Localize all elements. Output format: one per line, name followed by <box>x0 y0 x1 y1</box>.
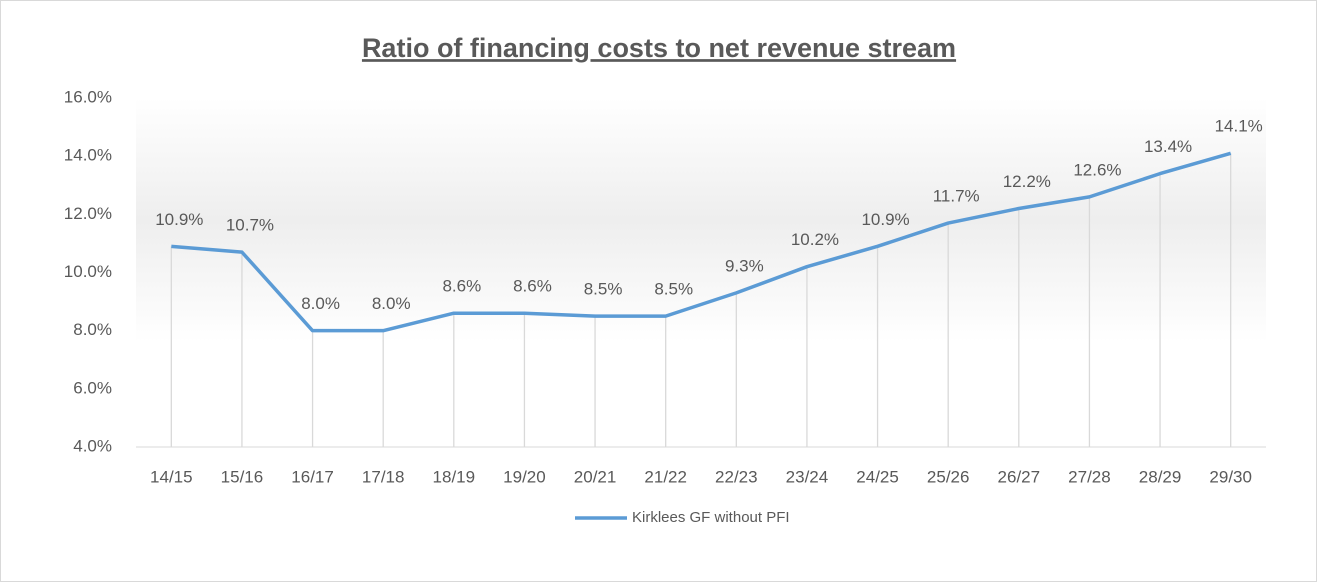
data-label: 13.4% <box>1144 137 1192 156</box>
series-line <box>171 151 1232 333</box>
x-tick-label: 17/18 <box>362 467 405 486</box>
x-tick-label: 21/22 <box>644 467 687 486</box>
x-tick-label: 23/24 <box>786 467 829 486</box>
data-label: 8.6% <box>442 277 481 296</box>
data-label: 12.6% <box>1073 160 1121 179</box>
x-tick-label: 27/28 <box>1068 467 1111 486</box>
data-label: 8.0% <box>301 294 340 313</box>
data-label: 8.0% <box>372 294 411 313</box>
x-tick-label: 20/21 <box>574 467 617 486</box>
data-label: 10.2% <box>791 230 839 249</box>
data-label: 10.9% <box>861 210 909 229</box>
x-tick-label: 18/19 <box>433 467 476 486</box>
plot-area <box>136 98 1266 447</box>
x-tick-label: 26/27 <box>998 467 1041 486</box>
x-tick-label: 22/23 <box>715 467 758 486</box>
chart-title: Ratio of financing costs to net revenue … <box>362 33 956 63</box>
data-label: 8.5% <box>584 280 623 299</box>
x-tick-label: 15/16 <box>221 467 264 486</box>
y-tick-label: 10.0% <box>64 262 112 281</box>
legend-label: Kirklees GF without PFI <box>632 509 790 526</box>
x-tick-label: 16/17 <box>291 467 334 486</box>
y-tick-label: 8.0% <box>73 320 112 339</box>
y-tick-label: 16.0% <box>64 87 112 106</box>
x-tick-label: 29/30 <box>1209 467 1252 486</box>
y-tick-label: 14.0% <box>64 146 112 165</box>
data-label: 11.7% <box>933 187 980 206</box>
y-tick-label: 6.0% <box>73 378 112 397</box>
data-label: 10.7% <box>226 216 274 235</box>
data-label: 10.9% <box>155 210 203 229</box>
y-tick-label: 12.0% <box>64 204 112 223</box>
x-tick-label: 25/26 <box>927 467 970 486</box>
data-label: 12.2% <box>1003 172 1051 191</box>
data-label: 14.1% <box>1215 117 1263 136</box>
data-label: 8.5% <box>654 280 693 299</box>
x-tick-label: 14/15 <box>150 467 193 486</box>
data-label: 8.6% <box>513 277 552 296</box>
x-tick-label: 19/20 <box>503 467 546 486</box>
x-tick-label: 24/25 <box>856 467 899 486</box>
data-label: 9.3% <box>725 256 764 275</box>
y-tick-label: 4.0% <box>73 436 112 455</box>
x-tick-label: 28/29 <box>1139 467 1182 486</box>
